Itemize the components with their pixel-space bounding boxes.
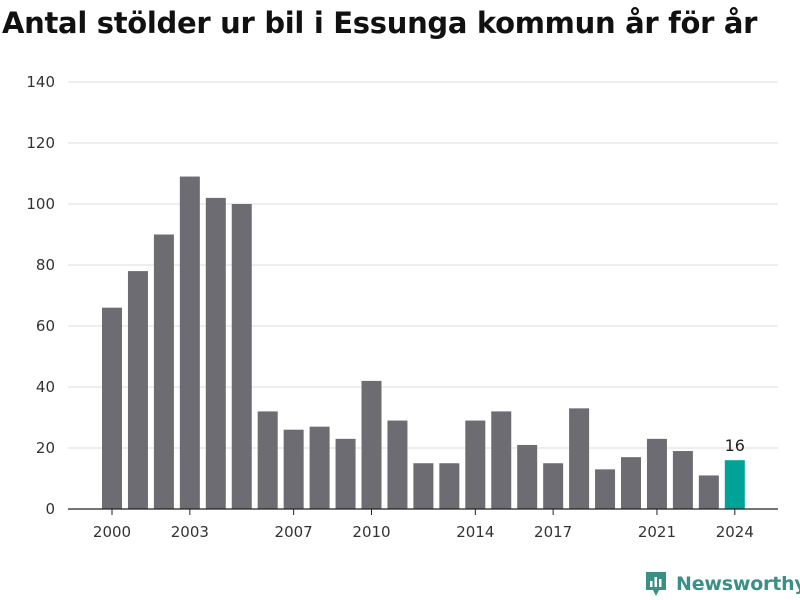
y-tick-label: 40	[36, 378, 55, 396]
bar-2012	[413, 463, 434, 509]
bar-2007	[283, 429, 304, 509]
bar-2021	[646, 438, 667, 509]
bar-2003	[179, 176, 200, 510]
bar-2020	[621, 457, 641, 509]
bar-2024	[724, 460, 745, 509]
bar-2018	[569, 408, 590, 509]
bar-2001	[127, 271, 148, 509]
newsworthy-logo-icon	[646, 572, 666, 596]
bar-2014	[465, 420, 486, 509]
y-tick-label: 0	[45, 500, 55, 518]
bar-2016	[517, 444, 538, 509]
bar-2005	[231, 204, 252, 509]
bar-2011	[387, 420, 408, 509]
bar-2013	[439, 463, 460, 509]
bar-2015	[491, 411, 512, 509]
bar-2000	[102, 307, 122, 509]
y-tick-label: 60	[36, 317, 55, 335]
y-tick-label: 140	[26, 73, 55, 91]
x-tick-label: 2000	[93, 523, 131, 541]
y-tick-label: 100	[26, 195, 55, 213]
x-tick-label: 2024	[716, 523, 754, 541]
chart-title: Antal stölder ur bil i Essunga kommun år…	[2, 6, 758, 40]
x-tick-label: 2014	[456, 523, 494, 541]
y-tick-label: 120	[26, 134, 55, 152]
brand-name: Newsworthy	[676, 573, 800, 595]
bar-2019	[595, 469, 616, 509]
x-tick-label: 2010	[352, 523, 390, 541]
x-tick-label: 2021	[638, 523, 676, 541]
bar-2022	[672, 451, 693, 509]
bar-2008	[309, 426, 330, 509]
bar-2002	[153, 234, 174, 509]
x-tick-label: 2007	[275, 523, 313, 541]
x-tick-label: 2003	[171, 523, 209, 541]
bar-2023	[698, 475, 719, 509]
newsworthy-logo: Newsworthy	[644, 570, 800, 598]
bar-2010	[361, 380, 382, 509]
bar-2006	[257, 411, 278, 509]
bar-2017	[543, 463, 564, 509]
bar-2009	[335, 438, 356, 509]
data-label: 16	[725, 436, 745, 455]
x-tick-label: 2017	[534, 523, 572, 541]
y-tick-label: 80	[36, 256, 55, 274]
y-tick-label: 20	[36, 439, 55, 457]
bar-2004	[205, 197, 226, 509]
